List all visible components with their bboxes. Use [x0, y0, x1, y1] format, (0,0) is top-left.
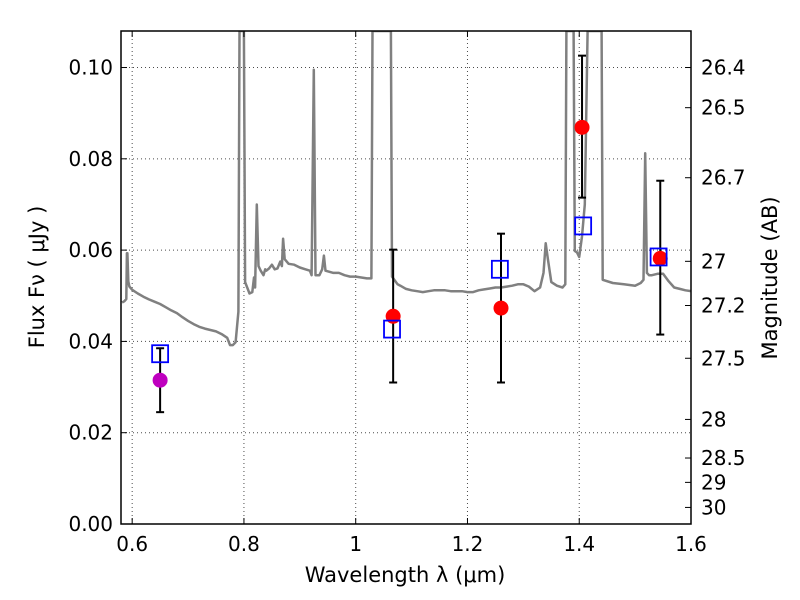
x-tick-label: 1.4 [563, 532, 595, 556]
model-point [649, 247, 668, 267]
spectrum-line [121, 31, 691, 347]
data-point [652, 250, 668, 266]
y-tick-label: 0.06 [68, 238, 113, 262]
model-point [383, 319, 401, 339]
data-point [493, 300, 509, 316]
x-tick-label: 1.6 [675, 532, 707, 556]
right-tick-label: 26.4 [701, 56, 746, 80]
x-tick-label: 1 [349, 532, 362, 556]
model-point [574, 216, 593, 236]
right-tick-label: 29 [701, 470, 726, 494]
data-point [152, 372, 168, 388]
right-tick-label: 28.5 [701, 446, 746, 470]
plot-layer [121, 31, 691, 414]
right-tick-label: 28 [701, 407, 726, 431]
x-tick-label: 0.6 [116, 532, 148, 556]
x-axis-label: Wavelength λ (μm) [305, 563, 506, 587]
right-tick-label: 27 [701, 249, 726, 273]
y-tick-label: 0.08 [68, 147, 113, 171]
right-tick-label: 27.2 [701, 294, 746, 318]
right-tick-label: 26.7 [701, 166, 746, 190]
right-tick-label: 27.5 [701, 346, 746, 370]
y-tick-label: 0.04 [68, 329, 113, 353]
tick-layer: 0.6 0.8 1 1.2 1.4 1.6 0.00 0.02 0.04 0.06 0.08 0.10… [68, 31, 746, 556]
x-tick-label: 0.8 [228, 532, 260, 556]
frame-layer [120, 30, 692, 525]
y-tick-label: 0.10 [68, 56, 113, 80]
right-tick-label: 30 [701, 495, 726, 519]
data-point [574, 119, 590, 135]
grid-layer [121, 31, 691, 524]
right-axis-label: Magnitude (AB) [758, 196, 782, 359]
y-tick-label: 0.00 [68, 512, 113, 536]
x-tick-label: 1.2 [452, 532, 484, 556]
y-tick-label: 0.02 [68, 421, 113, 445]
data-point [385, 308, 401, 324]
y-axis-label: Flux Fν ( μJy ) [25, 206, 49, 349]
model-point [490, 259, 509, 279]
model-point [151, 344, 170, 364]
plot-frame [120, 30, 692, 525]
right-tick-label: 26.5 [701, 96, 746, 120]
